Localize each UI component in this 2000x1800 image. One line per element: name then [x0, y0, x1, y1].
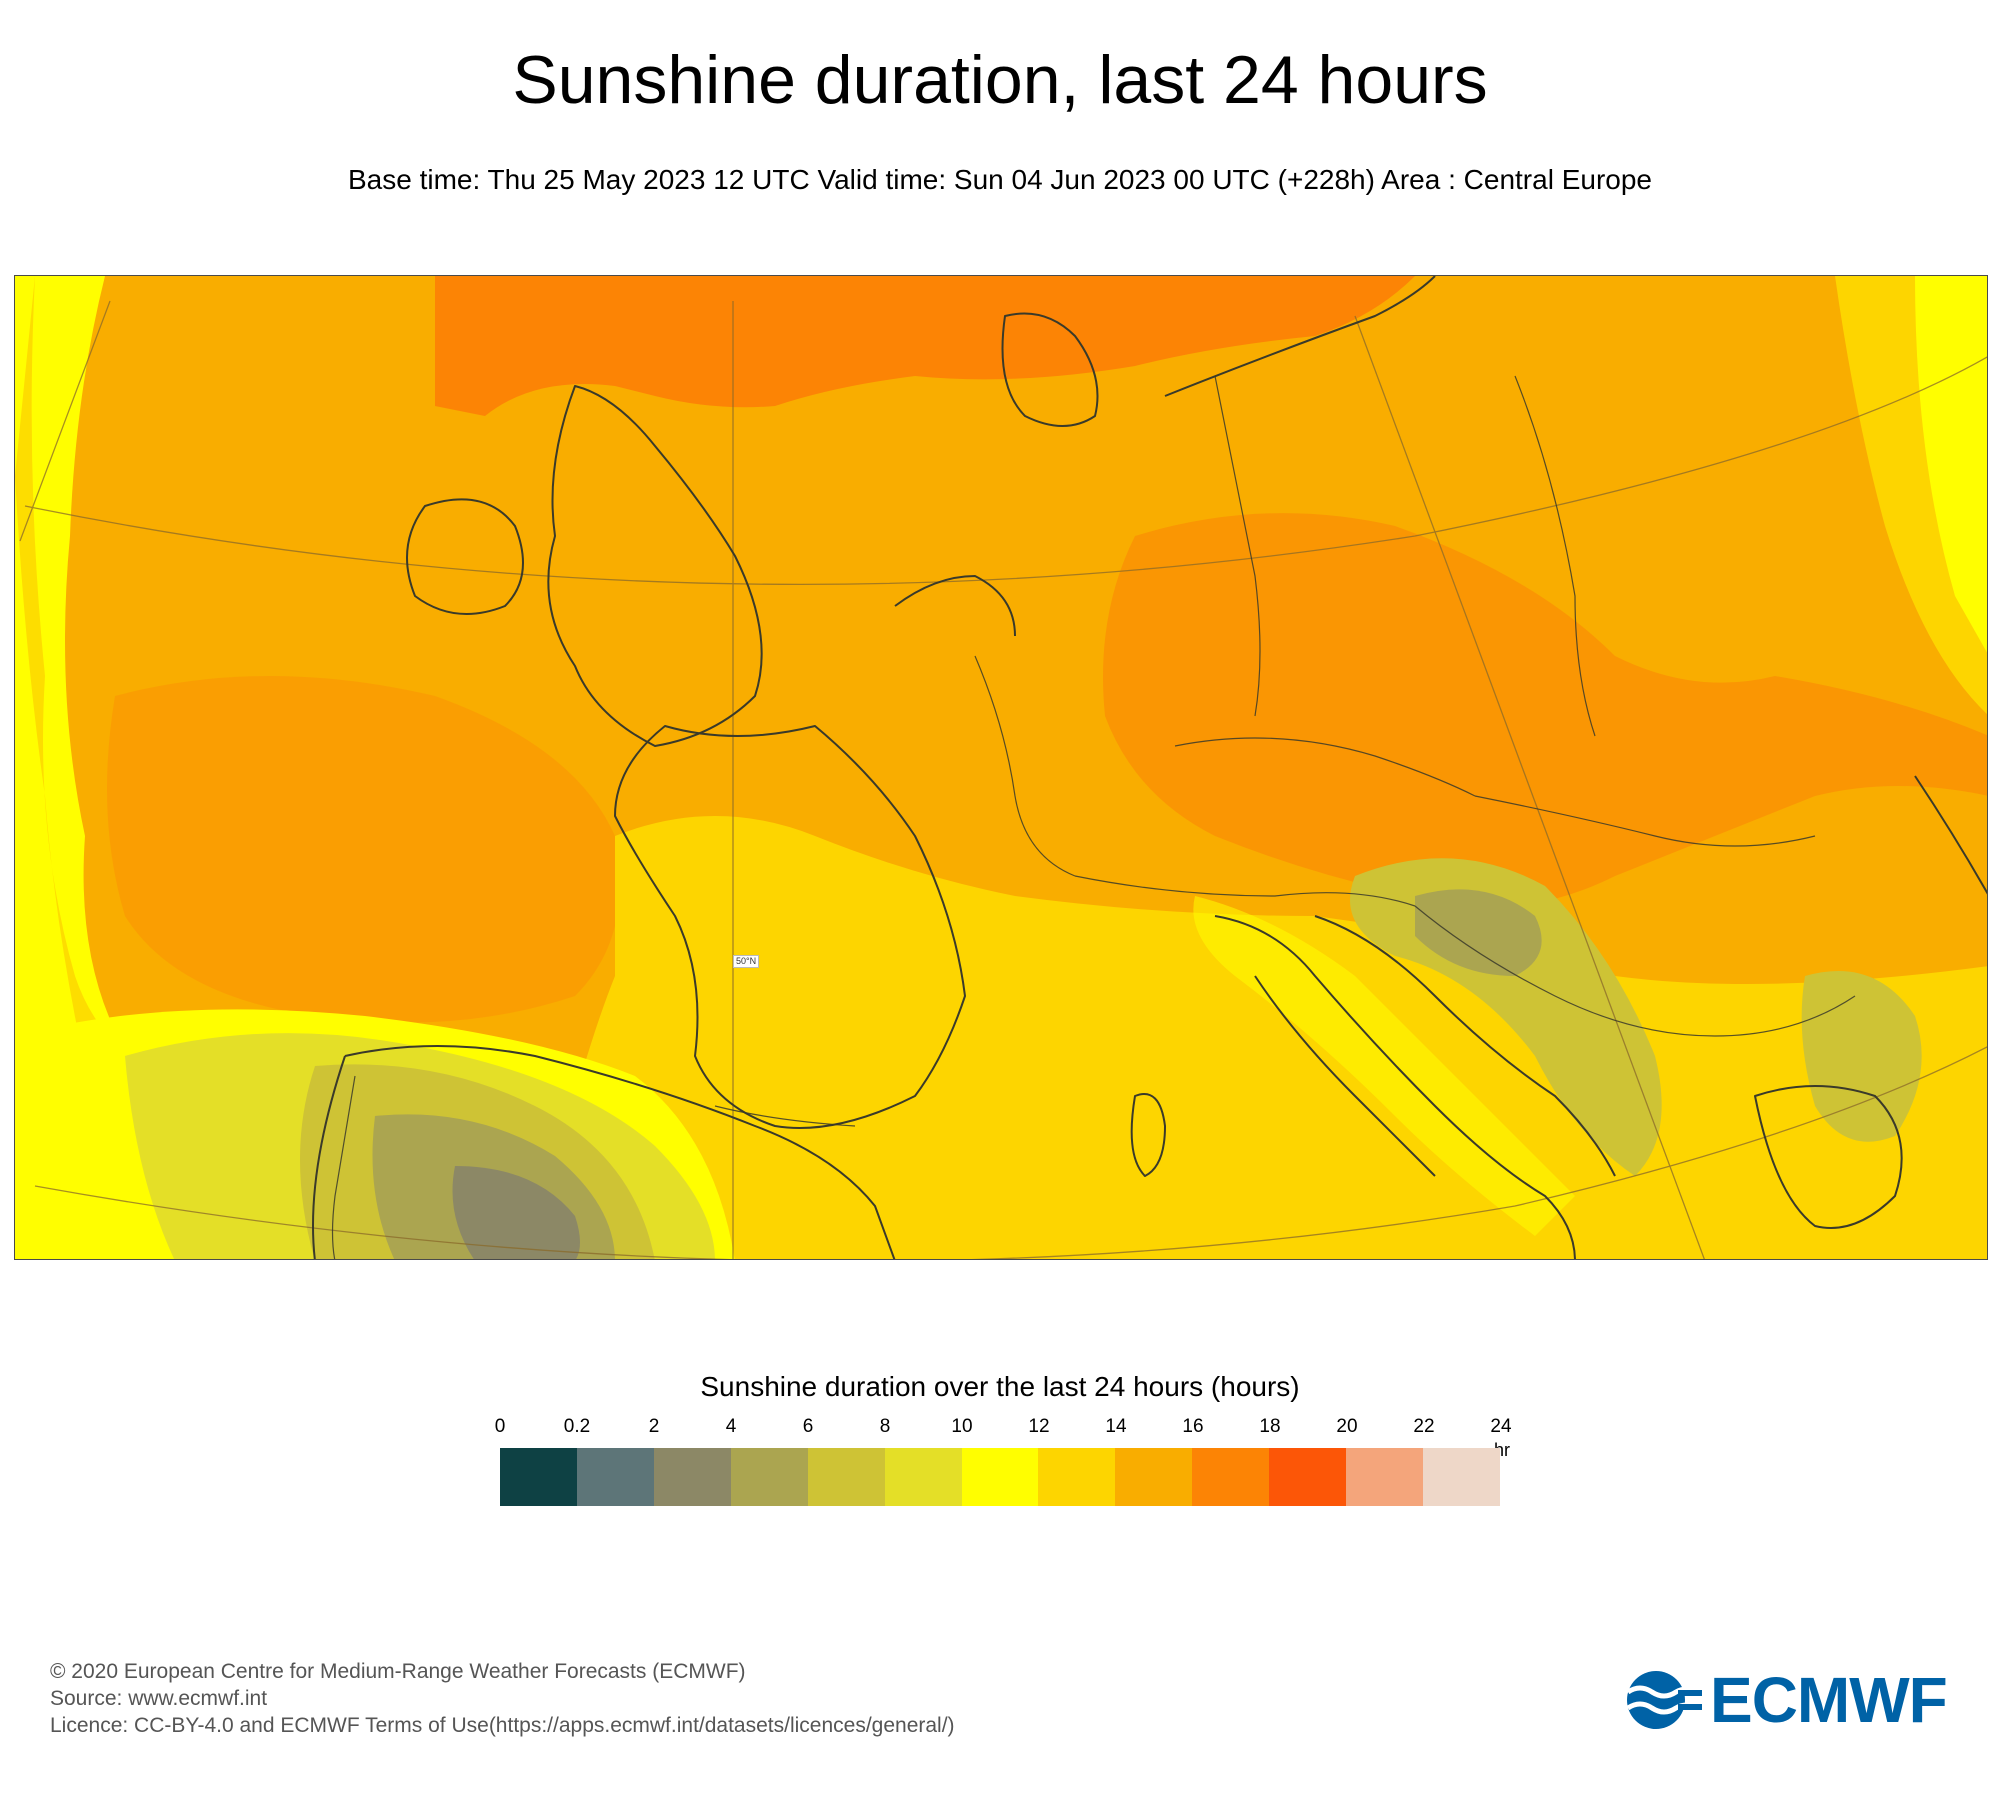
legend-tick: 4	[725, 1416, 737, 1437]
italy-coast	[1214, 915, 1576, 1259]
border-poland-east	[1514, 375, 1596, 737]
west-yellow-band	[15, 276, 145, 1066]
legend-swatch	[500, 1448, 577, 1506]
legend-swatch	[1269, 1448, 1347, 1506]
coastlines	[312, 276, 1987, 1259]
border-germany-poland	[1214, 375, 1261, 717]
footer-source: Source: www.ecmwf.int	[50, 1687, 268, 1710]
legend-colorbar	[500, 1448, 1500, 1506]
legend-tick: 0	[494, 1416, 506, 1437]
country-borders	[331, 375, 1856, 1259]
ireland-coast	[406, 498, 524, 615]
legend-tick: 18	[1259, 1416, 1281, 1437]
border-hungary-romania	[1474, 795, 1816, 847]
legend-tick: 24	[1490, 1416, 1512, 1437]
page-title: Sunshine duration, last 24 hours	[512, 42, 1488, 118]
legend-tick: 14	[1105, 1416, 1127, 1437]
sunshine-map[interactable]: 50°N	[14, 275, 1988, 1260]
ecmwf-logo: ECMWF	[1620, 1668, 1955, 1732]
graticule-lat-40	[34, 1046, 1987, 1259]
border-czech-austria	[1174, 737, 1476, 797]
legend-tick: 22	[1413, 1416, 1435, 1437]
france-coast	[614, 725, 966, 1129]
legend-swatch	[730, 1448, 808, 1506]
legend-swatch	[1038, 1448, 1116, 1506]
central-orange-band	[1103, 513, 1987, 908]
page-subtitle: Base time: Thu 25 May 2023 12 UTC Valid …	[347, 164, 1652, 195]
latitude-label: 50°N	[733, 955, 760, 968]
northeast-yellow-band	[1835, 276, 1987, 715]
border-balkans	[1414, 905, 1856, 1037]
ecmwf-emblem-icon	[1626, 1671, 1702, 1729]
iberia-coast	[312, 1045, 896, 1259]
border-france-germany	[974, 655, 1076, 877]
legend-swatch	[1423, 1448, 1500, 1506]
legend-tick: 6	[802, 1416, 814, 1437]
graticule-lon-west	[19, 300, 111, 542]
iberia-darkest-zone	[452, 1166, 580, 1259]
footer-copyright: © 2020 European Centre for Medium-Range …	[50, 1660, 746, 1683]
legend-tick: 2	[648, 1416, 660, 1437]
legend-swatch	[884, 1448, 962, 1506]
biscay-orange-patch	[107, 676, 620, 1023]
black-sea-coast	[1914, 775, 1987, 895]
greece-coast	[1754, 1085, 1903, 1229]
graticule-lon-20	[1354, 315, 1705, 1259]
footer-licence: Licence: CC-BY-4.0 and ECMWF Terms of Us…	[50, 1714, 955, 1737]
legend-tick: 16	[1182, 1416, 1204, 1437]
map-canvas	[15, 276, 1987, 1259]
legend-swatch	[961, 1448, 1039, 1506]
legend-swatch	[1346, 1448, 1424, 1506]
legend-tick: 20	[1336, 1416, 1358, 1437]
footer: © 2020 European Centre for Medium-Range …	[50, 1658, 955, 1739]
border-spain-portugal	[331, 1075, 356, 1259]
italy-bright-zone	[1193, 896, 1575, 1236]
british-isles-coast	[547, 385, 763, 747]
north-orange-band	[435, 276, 1415, 416]
corsica-coast	[1130, 1093, 1166, 1177]
greece-dim-zone	[1801, 971, 1922, 1142]
border-austria-italy	[1074, 875, 1416, 907]
legend-tick: 8	[879, 1416, 891, 1437]
legend-swatch	[807, 1448, 885, 1506]
legend-swatch	[1115, 1448, 1193, 1506]
legend-tick: 0.2	[563, 1416, 591, 1437]
ecmwf-logo-text: ECMWF	[1710, 1664, 1948, 1736]
legend-title: Sunshine duration over the last 24 hours…	[700, 1371, 1300, 1402]
legend-tick: 12	[1028, 1416, 1050, 1437]
adriatic-coast	[1314, 915, 1616, 1177]
graticule	[19, 300, 1987, 1259]
border-spain-france	[714, 1105, 856, 1127]
balkan-core-zone	[1415, 889, 1542, 976]
graticule-lat-50	[24, 356, 1987, 586]
netherlands-coast	[894, 575, 1016, 637]
legend-tick: 10	[951, 1416, 973, 1437]
legend-swatch	[653, 1448, 731, 1506]
legend-swatch	[1192, 1448, 1270, 1506]
denmark-coast	[1001, 312, 1099, 427]
legend-swatch	[576, 1448, 654, 1506]
